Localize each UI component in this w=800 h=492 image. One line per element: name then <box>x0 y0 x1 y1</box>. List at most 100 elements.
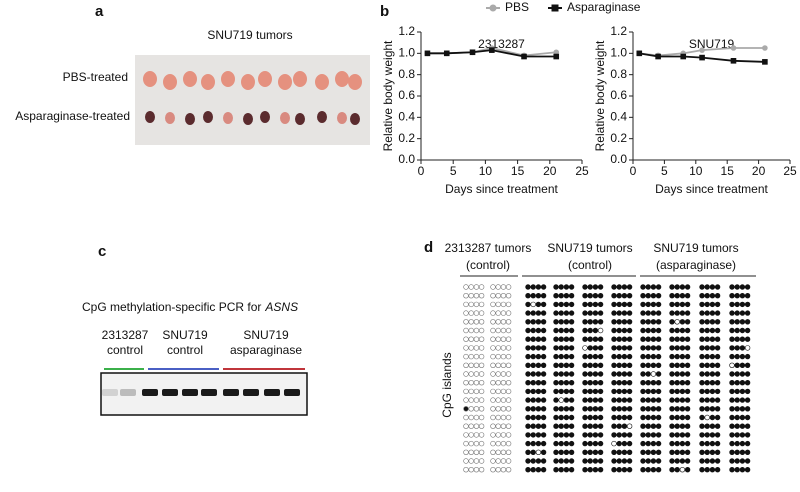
cpg-site <box>540 432 547 438</box>
cpg-site <box>500 388 507 395</box>
x-tick-label: 5 <box>661 164 668 178</box>
point <box>762 59 768 65</box>
cpg-site <box>679 293 686 299</box>
cpg-site <box>525 319 531 325</box>
cpg-site <box>478 449 485 455</box>
cpg-site <box>530 414 536 421</box>
cpg-site <box>592 284 599 290</box>
cpg-site <box>495 406 501 412</box>
cpg-site <box>495 293 501 299</box>
cpg-site <box>616 423 622 429</box>
cpg-site <box>669 380 675 386</box>
cpg-site <box>478 371 485 377</box>
cpg-site <box>704 345 710 351</box>
group-label: (control) <box>466 258 510 272</box>
cpg-site <box>645 353 651 360</box>
x-tick-label: 10 <box>479 164 493 178</box>
cpg-site <box>704 336 710 342</box>
band <box>264 389 280 396</box>
cpg-site <box>626 449 633 455</box>
cpg-site <box>478 380 485 386</box>
cpg-site <box>729 414 735 421</box>
cpg-site <box>729 432 735 438</box>
cpg-site <box>621 319 628 325</box>
cpg-site <box>621 380 628 386</box>
cpg-site <box>669 397 675 403</box>
cpg-site <box>525 336 531 342</box>
cpg-site <box>709 327 716 334</box>
lane-label: asparaginase <box>230 343 302 357</box>
cpg-site <box>640 336 646 342</box>
cpg-site <box>495 345 501 351</box>
y-axis-label: Relative body weight <box>593 40 607 151</box>
cpg-site <box>704 440 710 447</box>
cpg-site <box>709 336 716 342</box>
group-label: SNU719 tumors <box>547 241 632 255</box>
cpg-site <box>699 362 705 368</box>
cpg-site <box>473 388 480 395</box>
cpg-site <box>582 327 588 334</box>
cpg-site <box>582 345 588 351</box>
cpg-site <box>500 467 507 473</box>
cpg-site <box>592 414 599 421</box>
cpg-site <box>495 284 501 290</box>
tumor <box>223 112 233 124</box>
cpg-site <box>650 432 657 438</box>
cpg-site <box>616 432 622 438</box>
tumor <box>317 111 327 123</box>
cpg-site <box>468 353 474 360</box>
cpg-site <box>568 380 575 386</box>
cpg-site <box>699 406 705 412</box>
cpg-site <box>505 319 512 325</box>
cpg-site <box>611 362 617 368</box>
cpg-site <box>568 397 575 403</box>
cpg-site <box>553 284 559 290</box>
cpg-site <box>655 362 662 368</box>
y-tick-label: 0.2 <box>398 131 415 145</box>
band <box>201 389 217 396</box>
cpg-site <box>540 345 547 351</box>
point <box>443 50 450 57</box>
cpg-site <box>473 284 480 290</box>
cpg-site <box>478 319 485 325</box>
cpg-site <box>739 449 746 455</box>
cpg-site <box>699 414 705 421</box>
cpg-site <box>473 397 480 403</box>
cpg-site <box>490 432 496 438</box>
point <box>553 49 560 56</box>
cpg-site <box>468 423 474 429</box>
cpg-site <box>640 362 646 368</box>
cpg-site <box>530 467 536 473</box>
cpg-site <box>744 336 751 342</box>
cpg-site <box>597 397 604 403</box>
cpg-site <box>563 388 570 395</box>
cpg-site <box>699 310 705 316</box>
legend-marker <box>551 4 559 12</box>
cpg-site <box>744 353 751 360</box>
cpg-site <box>655 353 662 360</box>
cpg-site <box>490 327 496 334</box>
cpg-site <box>674 319 680 325</box>
cpg-site <box>616 467 622 473</box>
cpg-site <box>679 353 686 360</box>
cpg-site <box>621 301 628 308</box>
cpg-site <box>505 423 512 429</box>
cpg-site <box>655 327 662 334</box>
cpg-site <box>553 414 559 421</box>
lane-label: SNU719 <box>243 328 289 342</box>
cpg-site <box>490 414 496 421</box>
cpg-site <box>714 371 721 377</box>
tumor <box>258 71 272 87</box>
cpg-site <box>734 310 740 316</box>
cpg-site <box>587 397 593 403</box>
cpg-site <box>530 301 536 308</box>
cpg-site <box>669 336 675 342</box>
cpg-site <box>650 362 657 368</box>
cpg-site <box>650 414 657 421</box>
cpg-site <box>553 458 559 464</box>
cpg-site <box>500 293 507 299</box>
cpg-site <box>495 327 501 334</box>
cpg-site <box>568 353 575 360</box>
cpg-site <box>679 467 686 473</box>
cpg-site <box>645 284 651 290</box>
